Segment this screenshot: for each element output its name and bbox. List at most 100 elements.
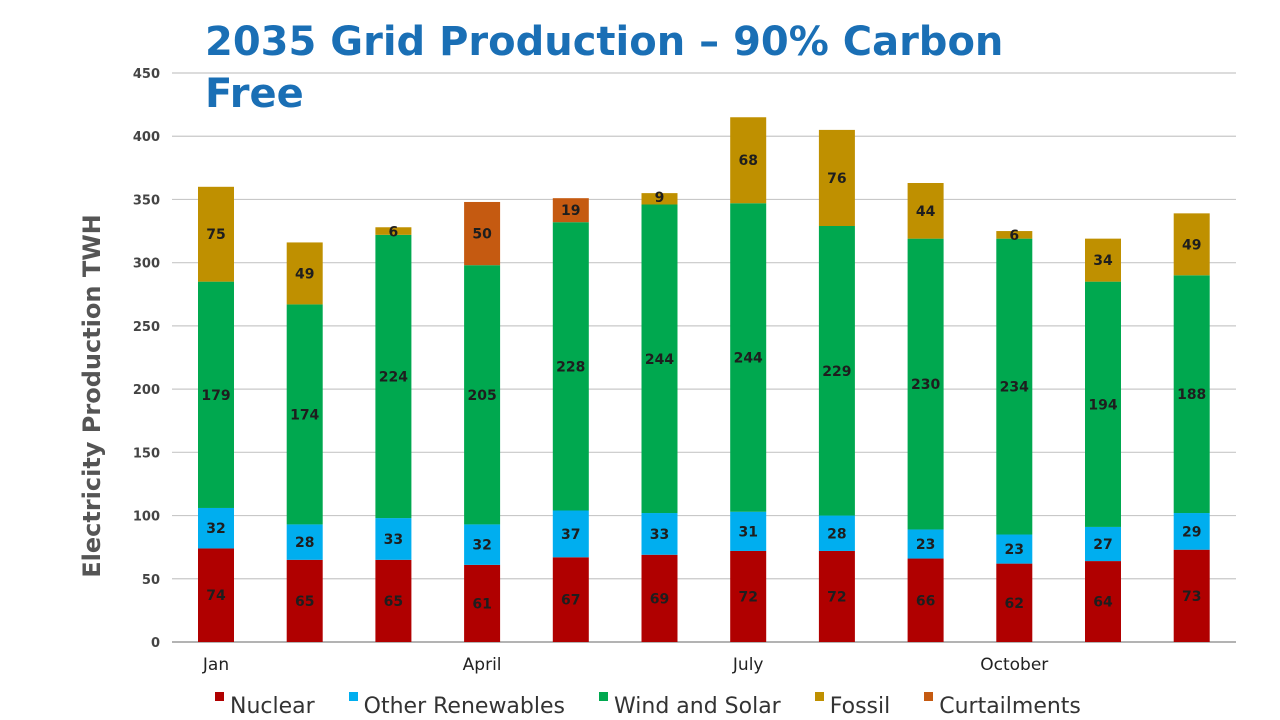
bar-segment	[375, 234, 412, 519]
bar-segment	[907, 238, 944, 530]
data-label: 28	[827, 526, 846, 542]
legend-item: Fossil	[814, 688, 890, 719]
bar-segment	[1085, 238, 1121, 282]
bar-segment	[375, 559, 412, 642]
bar-segment	[375, 227, 412, 235]
legend-item: Nuclear	[215, 688, 315, 719]
bar-segment	[641, 513, 678, 555]
bar-segment	[1173, 513, 1210, 550]
x-tick-label: October	[980, 655, 1048, 675]
data-label: 62	[1005, 596, 1024, 612]
y-tick-label: 0	[151, 636, 160, 651]
bars	[198, 117, 1210, 642]
chart-title: 2035 Grid Production – 90% Carbon Free	[205, 19, 1004, 117]
data-label: 66	[916, 593, 935, 609]
y-tick-label: 250	[133, 320, 160, 335]
bar-segment	[1173, 549, 1210, 642]
bar-segment	[198, 548, 234, 642]
bar-segment	[730, 203, 767, 512]
bar-segment	[818, 550, 855, 642]
y-axis-title: Electricity Production TWH	[78, 214, 106, 578]
data-label: 72	[827, 589, 846, 605]
data-label: 179	[201, 388, 230, 404]
legend-label: Nuclear	[230, 694, 315, 719]
bar-segment	[996, 231, 1033, 239]
bar-segment	[464, 265, 501, 525]
data-label: 29	[1182, 524, 1201, 540]
legend-swatch	[215, 692, 224, 701]
data-label: 244	[734, 351, 763, 367]
data-label: 74	[206, 588, 226, 604]
data-label: 50	[472, 227, 492, 243]
data-label: 205	[467, 388, 496, 404]
bar-segment	[286, 559, 323, 642]
legend-item: Other Renewables	[348, 688, 565, 719]
bar-segment	[907, 558, 944, 642]
data-label: 27	[1093, 537, 1112, 553]
x-tick-label: April	[463, 655, 502, 675]
data-label: 76	[827, 171, 846, 187]
data-label: 9	[655, 190, 665, 206]
data-label: 69	[650, 591, 669, 607]
bar-segment	[464, 201, 501, 266]
bar-segment	[818, 129, 855, 226]
data-label: 31	[738, 524, 757, 540]
y-tick-label: 100	[133, 510, 160, 525]
legend: Nuclear Other Renewables Wind and Solar Fos…	[215, 688, 1115, 719]
legend-swatch	[348, 692, 358, 701]
data-label: 6	[389, 224, 399, 240]
data-labels: 7432179756528174496533224661322055067372…	[201, 153, 1206, 612]
bar-segment	[1085, 526, 1121, 562]
bar-segment	[286, 304, 323, 525]
bar-segment	[464, 524, 501, 565]
data-label: 67	[561, 593, 580, 609]
y-tick-label: 150	[133, 446, 160, 461]
bar-segment	[552, 222, 589, 511]
data-label: 229	[822, 364, 851, 380]
bar-segment	[907, 183, 944, 239]
data-label: 44	[916, 204, 936, 220]
bar-segment	[198, 507, 234, 549]
bar-segment	[464, 564, 501, 642]
data-label: 194	[1088, 397, 1117, 413]
data-label: 73	[1182, 589, 1201, 605]
bar-segment	[641, 204, 678, 514]
data-label: 65	[295, 594, 314, 610]
data-label: 23	[916, 537, 935, 553]
bar-segment	[730, 550, 767, 642]
bar-segment	[818, 515, 855, 551]
bar-segment	[730, 117, 767, 204]
data-label: 224	[379, 369, 408, 385]
bar-segment	[552, 198, 589, 223]
bar-segment	[730, 511, 767, 551]
legend-item: Curtailments	[924, 688, 1081, 719]
bar-segment	[1085, 281, 1121, 527]
axis-labels: 0 50 100 150 200 250 300 350 400 450 Jan April July O…	[133, 67, 1048, 675]
gridlines	[172, 72, 1236, 643]
data-label: 174	[290, 407, 319, 423]
data-label: 28	[295, 535, 314, 551]
bar-segment	[375, 518, 412, 560]
data-label: 37	[561, 527, 580, 543]
data-label: 64	[1093, 595, 1113, 611]
data-label: 228	[556, 359, 585, 375]
bar-segment	[286, 242, 323, 305]
bar-segment	[286, 524, 323, 560]
data-label: 72	[738, 589, 757, 605]
data-label: 33	[384, 532, 403, 548]
y-tick-label: 450	[133, 67, 160, 82]
x-tick-label: July	[732, 655, 764, 675]
data-label: 32	[206, 521, 225, 537]
legend-label: Curtailments	[939, 694, 1081, 719]
bar-segment	[1173, 275, 1210, 514]
legend-swatch	[599, 692, 608, 701]
bar-segment	[996, 534, 1033, 564]
data-label: 49	[295, 266, 314, 282]
data-label: 6	[1009, 228, 1019, 244]
data-label: 33	[650, 527, 669, 543]
legend-label: Wind and Solar	[614, 694, 781, 719]
data-label: 65	[384, 594, 403, 610]
data-label: 19	[561, 203, 580, 219]
bar-segment	[1173, 213, 1210, 276]
